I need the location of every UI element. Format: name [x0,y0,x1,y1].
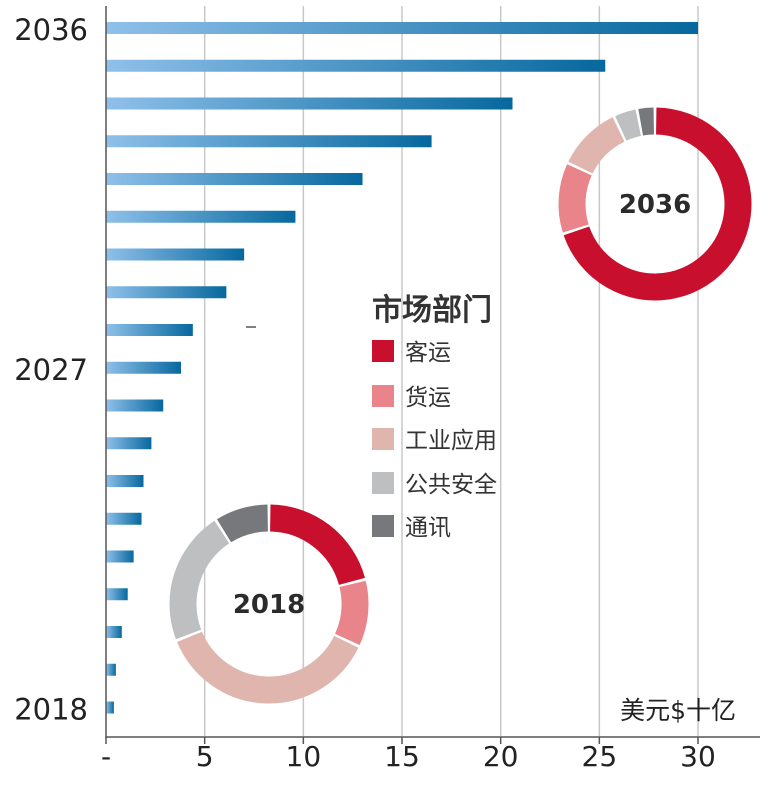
donut-center-label: 2018 [233,590,305,620]
legend-swatch-货运 [372,385,394,407]
bar-2022 [106,550,134,563]
unit-label: 美元$十亿 [620,696,736,725]
donut-2018: 2018 [169,504,369,704]
x-tick-label: 20 [483,740,519,773]
bar-2018 [106,701,114,714]
donut-slice-工业应用 [177,631,359,704]
donut-slice-公共安全 [169,520,230,640]
legend-swatch-客运 [372,340,394,362]
donut-slice-通讯 [638,107,655,136]
donut-slice-客运 [563,107,752,301]
donut-slice-客运 [269,504,365,586]
y-tick-label-2018: 2018 [14,693,88,727]
legend-title: 市场部门 [372,293,492,328]
bar-2024 [106,475,144,487]
donut-slice-公共安全 [615,109,642,141]
axis-layer: - 5 10 15 20 25 30 2036 2027 2018 美元$十亿 [14,6,760,773]
bar-2033 [106,135,432,148]
bar-2019 [106,663,116,676]
bar-2026 [106,399,164,412]
legend-label-公共安全: 公共安全 [405,472,497,498]
x-tick-label: 30 [680,740,716,773]
legend-swatch-公共安全 [372,472,394,494]
y-tick-label-2036: 2036 [14,13,88,47]
x-tick-label: 5 [196,740,214,773]
donut-center-label: 2036 [619,190,691,220]
x-tick-label: 15 [384,740,420,773]
legend-swatch-工业应用 [372,428,394,450]
bar-layer [106,22,698,714]
bar-2029 [106,286,227,299]
bar-2034 [106,97,513,110]
bar-2025 [106,437,152,450]
legend-label-工业应用: 工业应用 [405,428,497,454]
bar-2032 [106,173,363,185]
bar-2036 [106,22,698,34]
x-tick-label: 25 [582,740,618,773]
legend-label-货运: 货运 [405,385,451,411]
bar-2021 [106,588,128,601]
legend-label-通讯: 通讯 [405,515,451,541]
y-tick-label-2027: 2027 [14,353,88,387]
donut-2036: 2036 [558,107,752,301]
bar-2030 [106,248,245,261]
donut-slice-货运 [334,580,369,646]
bar-2031 [106,210,296,223]
bar-2035 [106,59,606,72]
bar-2028 [106,324,193,336]
bar-2027 [106,361,181,374]
donut-slice-工业应用 [568,117,625,174]
donut-slice-货运 [558,164,592,233]
x-tick-label: 10 [286,740,322,773]
x-tick-label: - [101,740,111,773]
bar-2023 [106,512,142,525]
legend-label-客运: 客运 [405,340,451,366]
legend-swatch-通讯 [372,515,394,537]
donut-slice-通讯 [216,504,269,543]
bar-2020 [106,626,122,638]
